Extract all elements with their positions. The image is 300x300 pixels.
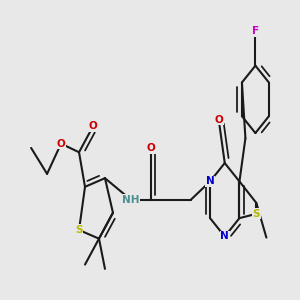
Text: N: N bbox=[220, 232, 229, 242]
Text: O: O bbox=[214, 115, 223, 125]
Text: O: O bbox=[57, 139, 65, 148]
Text: O: O bbox=[146, 143, 155, 153]
Text: NH: NH bbox=[122, 195, 140, 205]
Text: S: S bbox=[75, 225, 83, 235]
Text: N: N bbox=[206, 176, 214, 186]
Text: S: S bbox=[253, 209, 260, 219]
Text: F: F bbox=[252, 26, 259, 36]
Text: O: O bbox=[88, 122, 98, 131]
